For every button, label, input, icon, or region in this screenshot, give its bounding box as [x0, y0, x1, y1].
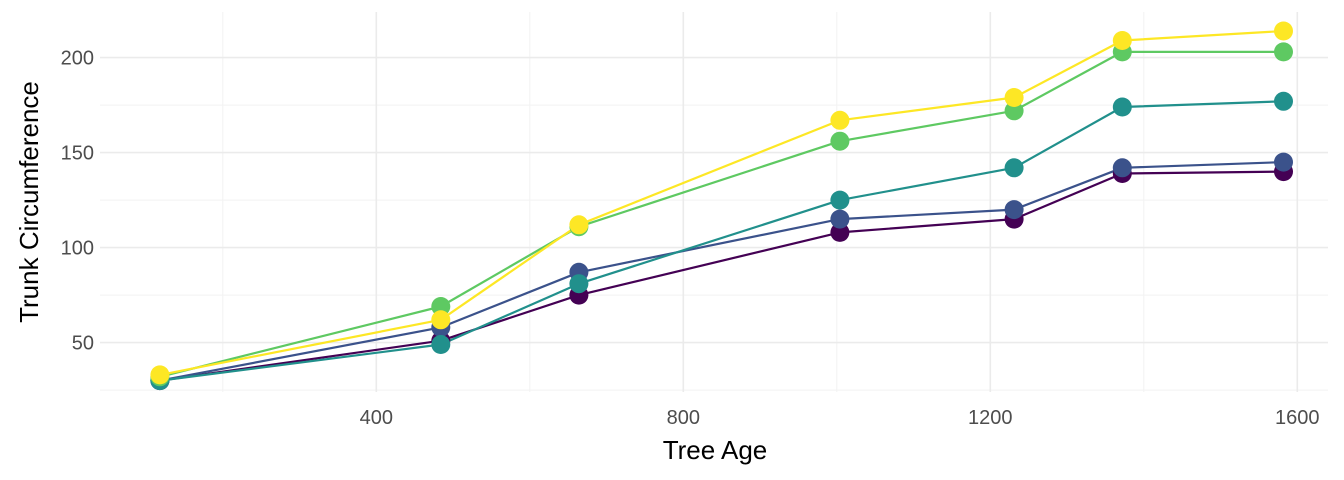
minor-gridlines — [100, 12, 1328, 392]
series-1-point — [830, 222, 850, 242]
x-axis-title: Tree Age — [663, 435, 768, 465]
x-tick-label: 1600 — [1275, 407, 1320, 429]
y-axis-ticks: 50 100 150 200 — [61, 48, 94, 355]
series-5-point — [1004, 88, 1024, 107]
series-line-3 — [158, 100, 1285, 382]
x-tick-label: 800 — [667, 407, 700, 429]
series-3-point — [569, 274, 589, 294]
series-5-point — [1274, 21, 1293, 41]
series-line-5 — [158, 29, 1285, 376]
series-group — [150, 21, 1293, 391]
series-2-point — [1274, 152, 1293, 172]
y-axis-title: Trunk Circumference — [14, 81, 44, 323]
series-3-point — [1004, 158, 1024, 178]
series-3-point — [1112, 97, 1132, 117]
y-tick-label: 50 — [72, 333, 94, 355]
y-tick-label: 200 — [61, 48, 94, 70]
series-2-point — [1004, 200, 1024, 220]
x-tick-label: 400 — [360, 407, 393, 429]
series-5-point — [830, 110, 850, 130]
x-tick-label: 1200 — [968, 407, 1013, 429]
major-gridlines — [100, 12, 1328, 392]
series-5-point — [431, 310, 451, 330]
x-axis-ticks: 400 800 1200 1600 — [360, 407, 1320, 429]
series-line-2 — [158, 161, 1285, 382]
series-4-point — [830, 131, 850, 151]
series-5-point — [569, 215, 589, 235]
series-4-point — [431, 297, 451, 316]
y-tick-label: 100 — [61, 238, 94, 260]
series-3-point — [431, 335, 451, 354]
y-tick-label: 150 — [61, 143, 94, 165]
series-3-point — [830, 190, 850, 210]
series-3-point — [1274, 91, 1293, 111]
series-2-point — [1112, 158, 1132, 178]
series-5-point — [150, 365, 170, 385]
series-5-point — [1112, 31, 1132, 50]
series-4-point — [1004, 101, 1024, 121]
series-2-point — [830, 209, 850, 229]
series-4-point — [1274, 42, 1293, 62]
series-line-4 — [158, 50, 1285, 378]
